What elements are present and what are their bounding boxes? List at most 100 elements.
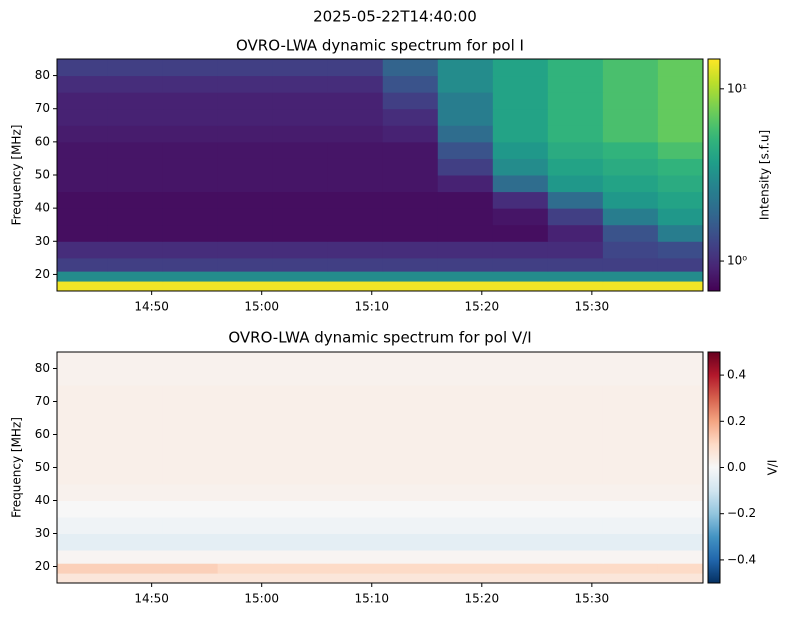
heatmap-cell — [437, 352, 494, 369]
heatmap-cell — [57, 108, 109, 126]
heatmap-cell — [217, 533, 274, 551]
heatmap-cell — [657, 467, 704, 485]
x-tick-label: 15:30 — [575, 592, 610, 606]
heatmap-cell — [437, 434, 494, 452]
heatmap-cell — [657, 563, 704, 574]
heatmap-cell — [657, 191, 704, 209]
heatmap-cell — [162, 75, 219, 93]
heatmap-cell — [657, 352, 704, 369]
heatmap-cell — [657, 175, 704, 193]
y-tick-label: 50 — [35, 460, 50, 474]
heatmap-cell — [382, 352, 439, 369]
heatmap-cell — [57, 281, 109, 292]
heatmap-cell — [547, 75, 604, 93]
heatmap-cell — [57, 208, 109, 226]
heatmap-cell — [57, 467, 109, 485]
heatmap-cell — [162, 224, 219, 242]
heatmap-cell — [57, 484, 109, 501]
heatmap-cell — [217, 208, 274, 226]
heatmap-cell — [217, 75, 274, 93]
heatmap-cell — [547, 352, 604, 369]
heatmap-cell — [602, 517, 659, 534]
heatmap-cell — [437, 191, 494, 209]
heatmap-cell — [272, 434, 329, 452]
heatmap-cell — [327, 517, 384, 534]
heatmap-cell — [162, 517, 219, 534]
heatmap-cell — [657, 141, 704, 159]
heatmap-cell — [57, 271, 109, 282]
heatmap-cell — [602, 125, 659, 143]
heatmap-cell — [437, 401, 494, 419]
heatmap-cell — [382, 467, 439, 485]
heatmap-cell — [327, 125, 384, 143]
heatmap-cell — [382, 563, 439, 574]
heatmap-cell — [107, 500, 164, 518]
heatmap-cell — [547, 141, 604, 159]
heatmap-cell — [657, 401, 704, 419]
heatmap-cell — [107, 281, 164, 292]
colorbar-label: Intensity [s.f.u] — [758, 130, 772, 220]
y-tick-label: 20 — [35, 267, 50, 281]
x-tick-label: 15:00 — [244, 592, 279, 606]
heatmap-cell — [492, 92, 549, 110]
colorbar-tick-label: 0.4 — [727, 368, 746, 382]
heatmap-cell — [272, 500, 329, 518]
colorbar — [707, 351, 721, 584]
y-tick-label: 20 — [35, 559, 50, 573]
heatmap-cell — [162, 500, 219, 518]
heatmap-cell — [272, 75, 329, 93]
heatmap-cell — [107, 418, 164, 435]
heatmap-cell — [437, 385, 494, 402]
heatmap-cell — [327, 550, 384, 564]
heatmap-cell — [327, 500, 384, 518]
heatmap-cell — [602, 418, 659, 435]
heatmap-cell — [57, 385, 109, 402]
y-tick-label: 50 — [35, 168, 50, 182]
heatmap-cell — [272, 467, 329, 485]
heatmap-cell — [382, 175, 439, 193]
heatmap-cell — [107, 550, 164, 564]
y-tick-label: 40 — [35, 201, 50, 215]
heatmap-cell — [57, 500, 109, 518]
heatmap-cell — [272, 281, 329, 292]
heatmap-cell — [57, 241, 109, 259]
heatmap-cell — [492, 271, 549, 282]
heatmap-cell — [492, 385, 549, 402]
heatmap-cell — [657, 125, 704, 143]
heatmap-cell — [327, 484, 384, 501]
heatmap-cell — [217, 573, 274, 584]
x-tick-label: 15:20 — [465, 300, 500, 314]
y-axis-label: Frequency [MHz] — [10, 125, 24, 226]
heatmap-cell — [162, 563, 219, 574]
heatmap-cell — [382, 401, 439, 419]
heatmap-cell — [657, 573, 704, 584]
heatmap-cell — [57, 517, 109, 534]
heatmap-cell — [272, 550, 329, 564]
panel-title: OVRO-LWA dynamic spectrum for pol V/I — [228, 329, 531, 347]
heatmap-cell — [437, 563, 494, 574]
heatmap-cell — [217, 59, 274, 77]
heatmap-cell — [162, 467, 219, 485]
heatmap-cell — [492, 500, 549, 518]
heatmap-cell — [272, 484, 329, 501]
heatmap-cell — [657, 451, 704, 468]
heatmap-cell — [382, 533, 439, 551]
heatmap-cell — [602, 467, 659, 485]
heatmap-cell — [57, 92, 109, 110]
heatmap-cell — [107, 257, 164, 272]
heatmap-cell — [547, 517, 604, 534]
heatmap-cell — [217, 257, 274, 272]
colorbar-tick-label: 0.2 — [727, 414, 746, 428]
heatmap-cell — [492, 224, 549, 242]
heatmap-cell — [547, 158, 604, 176]
heatmap-cell — [602, 175, 659, 193]
heatmap-cell — [107, 467, 164, 485]
heatmap-cell — [107, 191, 164, 209]
heatmap-cell — [327, 108, 384, 126]
heatmap-cell — [657, 271, 704, 282]
heatmap-cell — [272, 271, 329, 282]
heatmap-cell — [272, 352, 329, 369]
heatmap-cell — [437, 141, 494, 159]
x-tick-label: 15:30 — [575, 300, 610, 314]
heatmap-cell — [327, 352, 384, 369]
